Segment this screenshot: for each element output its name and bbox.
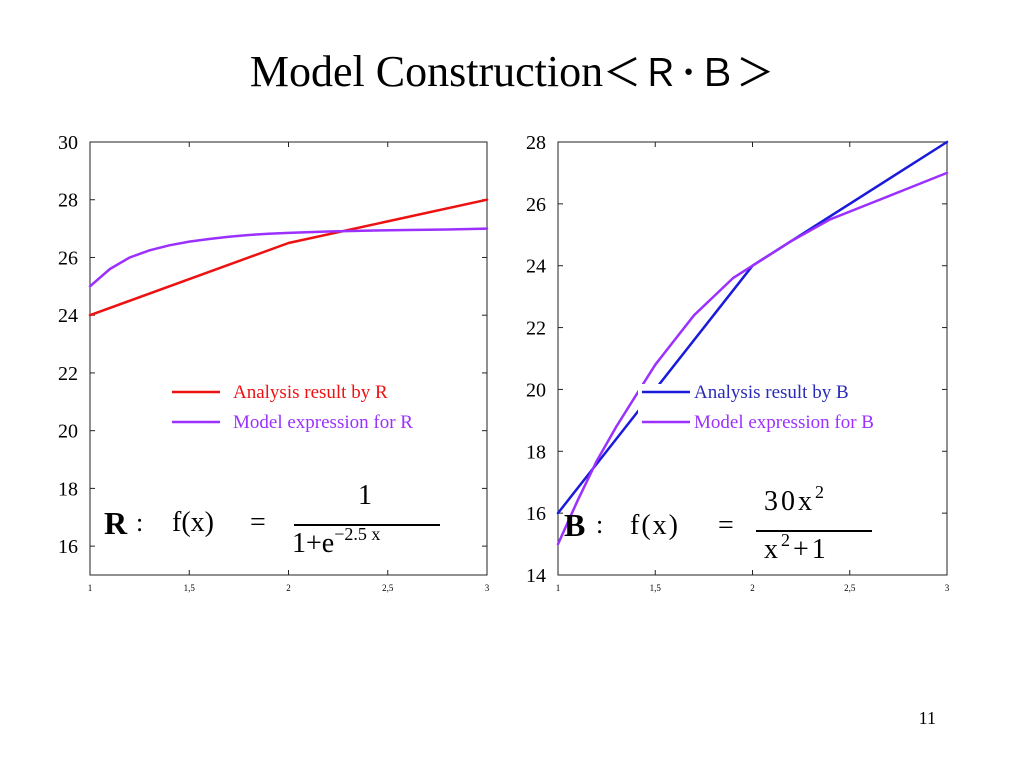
x-tick-label: 2,5 [382, 583, 394, 593]
formula-r-colon: : [136, 508, 144, 537]
formula-b-denominator: x2+1 [764, 530, 829, 566]
y-tick-label: 18 [58, 478, 78, 500]
x-tick-label: 1,5 [650, 583, 662, 593]
series-line [556, 140, 949, 515]
x-tick-label: 2 [750, 583, 755, 593]
legend-label: Analysis result by B [694, 382, 849, 403]
slide-title: Model Construction＜Ｒ･Ｂ＞ [0, 42, 1024, 103]
slide-number: 11 [918, 708, 936, 728]
formula-r-denominator-exponent: −2.5 x [334, 524, 381, 544]
slide-title-text: Model Construction [249, 47, 604, 96]
formula-b-lhs: f(x) [630, 510, 680, 541]
formula-r-fraction-line [294, 524, 440, 526]
legend-label: Model expression for B [694, 412, 874, 433]
formula-r-name: R [104, 505, 128, 541]
y-tick-label: 20 [58, 421, 78, 443]
x-tick-label: 1 [88, 583, 93, 593]
x-tick-label: 1 [556, 583, 561, 593]
x-tick-label: 3 [945, 583, 950, 593]
y-tick-label: 18 [526, 441, 546, 463]
formula-r-denominator: 1+e−2.5 x [292, 524, 380, 560]
formula-b-numerator: 30x2 [764, 482, 827, 518]
y-tick-label: 30 [58, 132, 78, 154]
x-tick-label: 2,5 [844, 583, 856, 593]
y-tick-label: 24 [58, 305, 78, 327]
legend-label: Model expression for R [233, 412, 413, 433]
formula-r-equals: = [250, 507, 266, 538]
slide-title-suffix: ＜Ｒ･Ｂ＞ [603, 51, 775, 95]
formula-r-denominator-base: 1+e [292, 528, 335, 559]
series-line [88, 227, 489, 288]
formula-b-numerator-base: 30x [764, 486, 815, 517]
y-tick-label: 16 [58, 536, 78, 558]
formula-b-equals: = [718, 510, 734, 541]
formula-b-numerator-exponent: 2 [815, 482, 827, 502]
y-tick-label: 28 [526, 132, 546, 154]
formula-r-numerator: 1 [358, 480, 372, 511]
x-tick-label: 1,5 [184, 583, 196, 593]
formula-r: R : f(x) = 1 1+e−2.5 x [100, 480, 460, 570]
x-tick-label: 3 [485, 583, 490, 593]
y-tick-label: 26 [58, 247, 78, 269]
formula-b-name: B [564, 507, 586, 543]
series-line [556, 171, 949, 546]
y-tick-label: 14 [526, 565, 546, 587]
formula-b-colon: : [596, 510, 604, 539]
formula-b-denominator-exponent: 2 [781, 530, 793, 550]
formula-b-fraction-line [756, 530, 872, 532]
y-tick-label: 20 [526, 379, 546, 401]
legend-label: Analysis result by R [233, 382, 388, 403]
formula-r-lhs: f(x) [172, 507, 214, 538]
series-line [88, 198, 489, 317]
formula-b-denominator-base: x [764, 534, 781, 565]
x-tick-label: 2 [286, 583, 291, 593]
y-tick-label: 24 [526, 256, 546, 278]
formula-b-denominator-tail: +1 [793, 534, 829, 565]
y-tick-label: 22 [526, 318, 546, 340]
y-tick-label: 16 [526, 503, 546, 525]
formula-b: B : f(x) = 30x2 x2+1 [560, 480, 900, 580]
y-tick-label: 22 [58, 363, 78, 385]
y-tick-label: 28 [58, 190, 78, 212]
y-tick-label: 26 [526, 194, 546, 216]
chart-r: 16 18 20 22 24 26 28 30 1 1,5 2 2,5 3 Analysis result… [58, 132, 490, 593]
